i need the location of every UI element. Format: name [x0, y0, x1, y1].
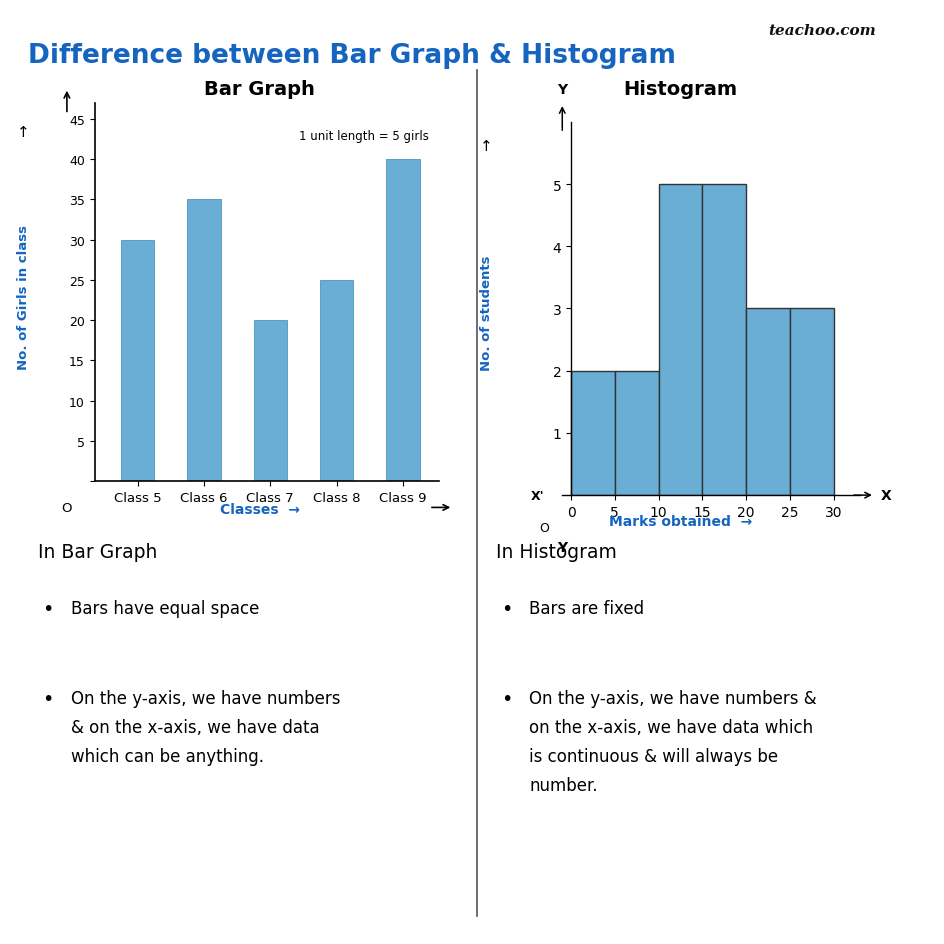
Text: No. of students: No. of students: [480, 256, 493, 371]
Text: No. of Girls in class: No. of Girls in class: [17, 225, 30, 370]
Text: O: O: [539, 522, 548, 534]
Bar: [320, 280, 353, 481]
Bar: [187, 200, 220, 481]
Bar: [121, 241, 154, 481]
Text: On the y-axis, we have numbers &
on the x-axis, we have data which
is continuous: On the y-axis, we have numbers & on the …: [529, 689, 816, 795]
Text: X: X: [880, 489, 890, 502]
Bar: [386, 160, 419, 481]
Text: On the y-axis, we have numbers
& on the x-axis, we have data
which can be anythi: On the y-axis, we have numbers & on the …: [71, 689, 340, 766]
Text: Classes  →: Classes →: [220, 502, 299, 516]
Bar: [789, 310, 833, 496]
Text: •: •: [42, 599, 54, 618]
Text: X': X': [531, 489, 544, 502]
Text: Bar Graph: Bar Graph: [204, 80, 315, 99]
Bar: [658, 185, 701, 496]
Text: •: •: [42, 689, 54, 708]
Text: Y: Y: [557, 83, 566, 96]
Bar: [253, 321, 287, 481]
Text: Y: Y: [557, 540, 566, 554]
Text: In Bar Graph: In Bar Graph: [38, 543, 157, 562]
Bar: [615, 371, 658, 496]
Text: Marks obtained  →: Marks obtained →: [608, 514, 751, 529]
Text: O: O: [61, 501, 72, 514]
Text: Bars have equal space: Bars have equal space: [71, 599, 259, 617]
Bar: [746, 310, 789, 496]
Text: •: •: [500, 689, 512, 708]
Text: ↑: ↑: [480, 139, 493, 154]
Bar: [701, 185, 746, 496]
Text: Difference between Bar Graph & Histogram: Difference between Bar Graph & Histogram: [28, 42, 676, 69]
Text: 1 unit length = 5 girls: 1 unit length = 5 girls: [299, 130, 429, 143]
Text: teachoo.com: teachoo.com: [767, 24, 875, 38]
Text: Histogram: Histogram: [623, 80, 736, 99]
Text: Bars are fixed: Bars are fixed: [529, 599, 644, 617]
Text: ↑: ↑: [17, 125, 30, 140]
Text: In Histogram: In Histogram: [496, 543, 616, 562]
Bar: [570, 371, 615, 496]
Text: •: •: [500, 599, 512, 618]
